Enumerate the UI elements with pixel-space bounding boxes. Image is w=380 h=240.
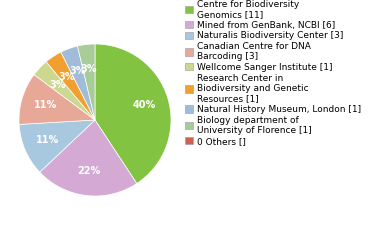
Wedge shape	[46, 52, 95, 120]
Legend: Centre for Biodiversity
Genomics [11], Mined from GenBank, NCBI [6], Naturalis B: Centre for Biodiversity Genomics [11], M…	[185, 0, 361, 146]
Text: 3%: 3%	[49, 79, 66, 90]
Text: 3%: 3%	[81, 64, 97, 74]
Wedge shape	[61, 46, 95, 120]
Text: 3%: 3%	[59, 72, 75, 82]
Wedge shape	[19, 120, 95, 172]
Text: 40%: 40%	[133, 100, 156, 110]
Wedge shape	[95, 44, 171, 184]
Wedge shape	[34, 62, 95, 120]
Text: 11%: 11%	[36, 135, 59, 145]
Wedge shape	[19, 75, 95, 124]
Text: 11%: 11%	[34, 100, 57, 110]
Wedge shape	[78, 44, 95, 120]
Wedge shape	[40, 120, 137, 196]
Text: 3%: 3%	[69, 66, 86, 76]
Text: 22%: 22%	[78, 166, 101, 176]
